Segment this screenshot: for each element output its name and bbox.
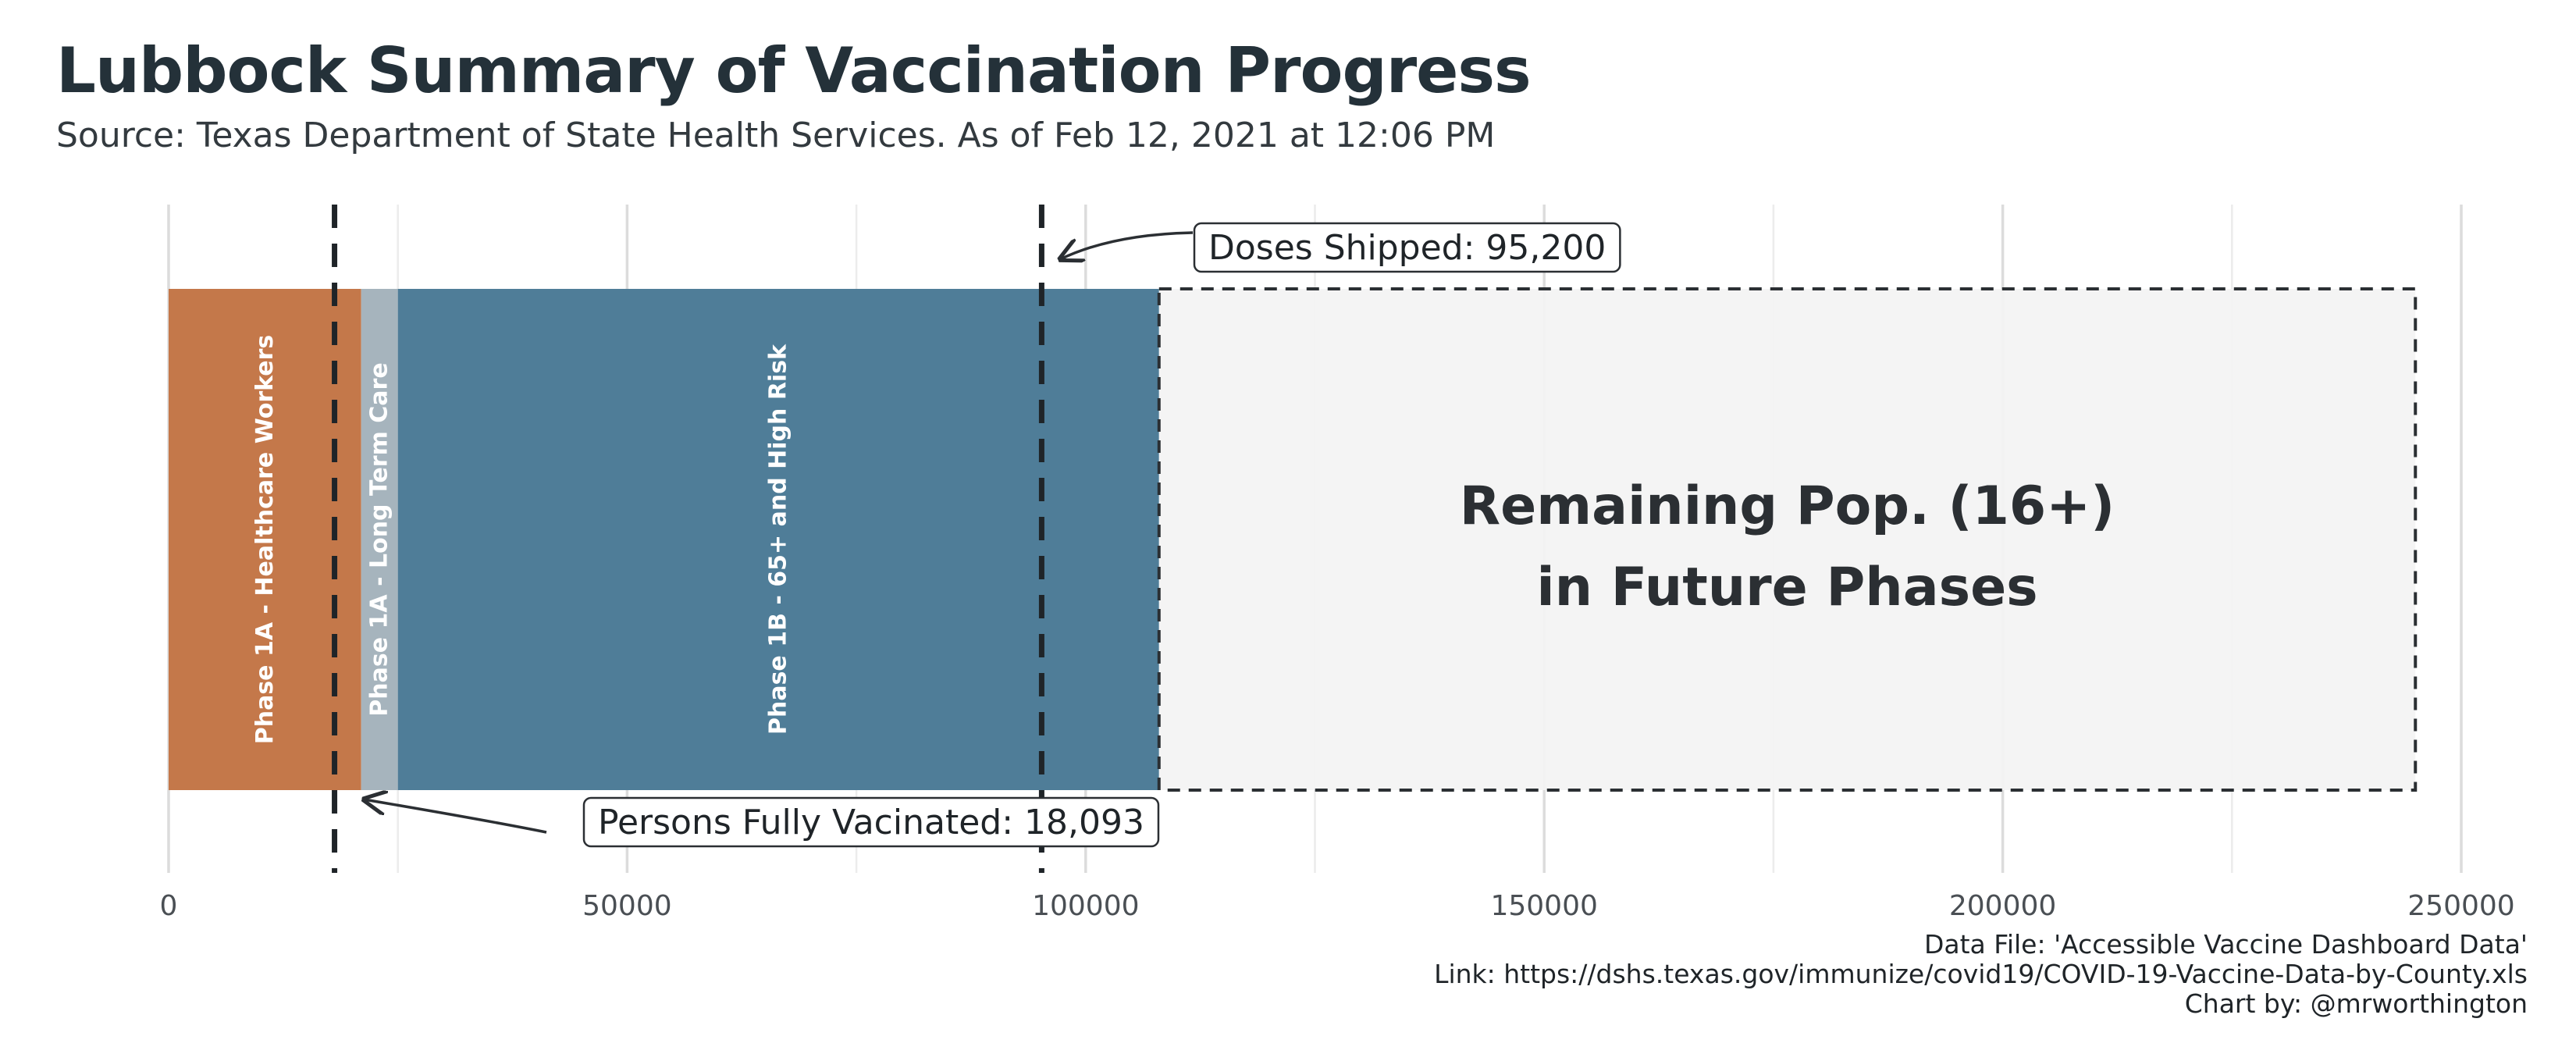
- segment-label: Phase 1A - Healthcare Workers: [251, 335, 279, 745]
- chart-title: Lubbock Summary of Vaccination Progress: [56, 34, 1532, 107]
- bar-segment: [397, 289, 1159, 790]
- x-tick-label: 100000: [1032, 890, 1139, 922]
- caption-data-file: Data File: 'Accessible Vaccine Dashboard…: [1923, 929, 2528, 960]
- remaining-pop-label: in Future Phases: [1536, 557, 2037, 618]
- annotation-box: [582, 796, 1160, 848]
- caption-link[interactable]: Link: https://dshs.texas.gov/immunize/co…: [1434, 959, 2528, 989]
- bar-segments: Phase 1A - Healthcare Workers Phase 1A - …: [169, 289, 1159, 790]
- segment-label: Phase 1B - 65+ and High Risk: [765, 344, 792, 735]
- caption-credit: Chart by: @mrworthington: [2184, 988, 2528, 1019]
- bar-segment: [169, 289, 361, 790]
- remaining-pop-label: Remaining Pop. (16+): [1460, 475, 2115, 537]
- x-tick-label: 0: [160, 890, 178, 922]
- annotation-label: Persons Fully Vacinated: 18,093: [598, 803, 1144, 842]
- chart-subtitle: Source: Texas Department of State Health…: [56, 116, 1496, 155]
- bar-segment: [361, 289, 398, 790]
- remaining-pop-box: [1157, 287, 2418, 792]
- x-tick-label: 50000: [582, 890, 672, 922]
- reference-lines: [332, 205, 1044, 873]
- annotation-label: Doses Shipped: 95,200: [1208, 228, 1606, 268]
- remaining-population: Remaining Pop. (16+) in Future Phases: [1157, 287, 2418, 792]
- segment-label: Phase 1A - Long Term Care: [366, 362, 393, 716]
- annotations: Doses Shipped: 95,200 Persons Fully Vacin…: [365, 222, 1621, 848]
- x-tick-label: 250000: [2407, 890, 2514, 922]
- annotation-arrow: [1060, 231, 1194, 259]
- x-axis: 0 50000 100000 150000 200000 250000: [160, 890, 2515, 922]
- annotation-box: [1193, 222, 1621, 273]
- x-tick-label: 150000: [1490, 890, 1597, 922]
- annotation-arrow: [365, 799, 547, 834]
- x-tick-label: 200000: [1949, 890, 2056, 922]
